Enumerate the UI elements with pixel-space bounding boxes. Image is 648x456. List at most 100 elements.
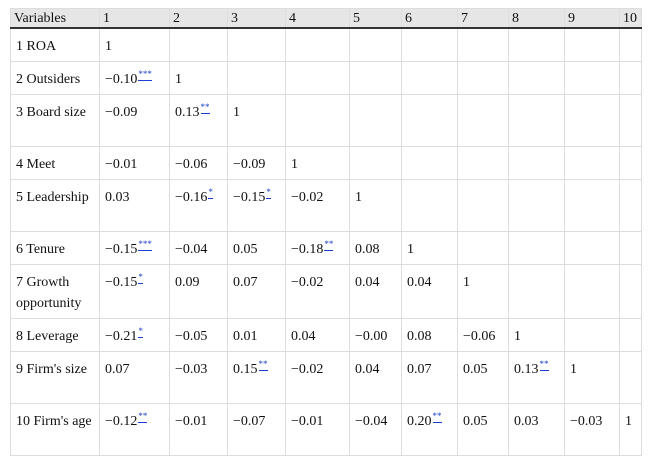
cell-value: −0.03 xyxy=(570,414,603,429)
header-col-4: 4 xyxy=(285,8,350,29)
correlation-table: Variables 1 2 3 4 5 6 7 8 9 10 1 ROA 1 2 Outsiders −0… xyxy=(10,8,642,456)
significance-footnote-link[interactable]: ** xyxy=(138,411,148,424)
table-cell: −0.18** xyxy=(285,231,350,265)
cell-value: 1 xyxy=(463,275,470,290)
table-row: 3 Board size −0.09 0.13** 1 xyxy=(10,94,642,147)
table-cell: −0.02 xyxy=(285,179,350,232)
table-cell: −0.04 xyxy=(169,231,228,265)
table-row: 7 Growth opportunity −0.15* 0.09 0.07 −0.02 0… xyxy=(10,264,642,319)
table-cell: −0.01 xyxy=(285,403,350,456)
table-cell xyxy=(401,179,458,232)
cell-value: −0.12 xyxy=(105,414,138,429)
cell-value: −0.09 xyxy=(233,157,266,172)
table-cell xyxy=(401,27,458,62)
table-row: 9 Firm's size 0.07 −0.03 0.15** −0.02 0.04 0.0… xyxy=(10,351,642,404)
cell-value: −0.01 xyxy=(105,157,138,172)
table-cell: 0.07 xyxy=(227,264,286,319)
cell-value: 1 xyxy=(291,157,298,172)
significance-footnote-link[interactable]: *** xyxy=(138,69,152,82)
table-cell: −0.09 xyxy=(227,146,286,180)
header-row: Variables 1 2 3 4 5 6 7 8 9 10 xyxy=(10,8,642,29)
table-cell: −0.01 xyxy=(169,403,228,456)
table-cell: 0.20** xyxy=(401,403,458,456)
table-cell xyxy=(285,27,350,62)
cell-value: −0.03 xyxy=(175,362,208,377)
significance-footnote-link[interactable]: ** xyxy=(258,359,268,372)
table-cell: 0.04 xyxy=(285,318,350,352)
significance-footnote-link[interactable]: *** xyxy=(138,239,152,252)
table-cell xyxy=(349,61,402,95)
significance-footnote-link[interactable]: ** xyxy=(324,239,334,252)
table-row: 8 Leverage −0.21* −0.05 0.01 0.04 −0.00 0.08 −0… xyxy=(10,318,642,352)
header-col-7: 7 xyxy=(457,8,509,29)
cell-value: −0.04 xyxy=(175,242,208,257)
table-cell: −0.21* xyxy=(99,318,170,352)
table-cell: −0.02 xyxy=(285,351,350,404)
table-cell: −0.15* xyxy=(227,179,286,232)
table-cell xyxy=(457,94,509,147)
table-cell: 1 xyxy=(99,27,170,62)
cell-value: −0.02 xyxy=(291,190,324,205)
table-cell: 0.03 xyxy=(99,179,170,232)
header-col-8: 8 xyxy=(508,8,565,29)
cell-value: 0.20 xyxy=(407,414,432,429)
significance-footnote-link[interactable]: ** xyxy=(432,411,442,424)
significance-footnote-link[interactable]: * xyxy=(208,187,213,200)
table-row: 6 Tenure −0.15*** −0.04 0.05 −0.18** 0.08 1 xyxy=(10,231,642,265)
table-cell: 1 xyxy=(401,231,458,265)
cell-value: 0.07 xyxy=(407,362,432,377)
cell-value: 0.05 xyxy=(463,414,488,429)
significance-footnote-link[interactable]: * xyxy=(138,326,143,339)
table-row: 2 Outsiders −0.10*** 1 xyxy=(10,61,642,95)
table-cell xyxy=(564,264,620,319)
cell-value: 0.05 xyxy=(233,242,258,257)
row-label: 3 Board size xyxy=(10,94,100,147)
table-cell: −0.06 xyxy=(169,146,228,180)
header-col-1: 1 xyxy=(99,8,170,29)
cell-value: −0.10 xyxy=(105,72,138,87)
cell-value: 0.04 xyxy=(355,275,380,290)
table-cell: 0.13** xyxy=(169,94,228,147)
significance-footnote-link[interactable]: ** xyxy=(200,102,210,115)
table-cell xyxy=(564,318,620,352)
table-cell: 0.09 xyxy=(169,264,228,319)
table-cell xyxy=(227,27,286,62)
table-cell: −0.12** xyxy=(99,403,170,456)
table-cell: −0.07 xyxy=(227,403,286,456)
cell-value: 0.13 xyxy=(514,362,539,377)
table-row: 5 Leadership 0.03 −0.16* −0.15* −0.02 1 xyxy=(10,179,642,232)
row-label: 10 Firm's age xyxy=(10,403,100,456)
table-cell xyxy=(564,94,620,147)
table-cell xyxy=(457,61,509,95)
table-cell xyxy=(169,27,228,62)
cell-value: 0.09 xyxy=(175,275,200,290)
table-cell: 0.05 xyxy=(227,231,286,265)
table-cell xyxy=(564,231,620,265)
table-cell: 1 xyxy=(227,94,286,147)
table-cell: 0.07 xyxy=(99,351,170,404)
table-cell: −0.02 xyxy=(285,264,350,319)
cell-value: −0.02 xyxy=(291,362,324,377)
table-cell xyxy=(227,61,286,95)
significance-footnote-link[interactable]: ** xyxy=(539,359,549,372)
table-cell: −0.06 xyxy=(457,318,509,352)
table-cell: 0.01 xyxy=(227,318,286,352)
significance-footnote-link[interactable]: * xyxy=(266,187,271,200)
table-cell xyxy=(564,61,620,95)
table-cell xyxy=(285,94,350,147)
table-cell xyxy=(564,146,620,180)
row-label: 5 Leadership xyxy=(10,179,100,232)
table-cell xyxy=(349,146,402,180)
significance-footnote-link[interactable]: * xyxy=(138,272,143,285)
table-cell xyxy=(508,27,565,62)
cell-value: −0.02 xyxy=(291,275,324,290)
table-cell xyxy=(508,146,565,180)
cell-value: −0.01 xyxy=(291,414,324,429)
cell-value: −0.00 xyxy=(355,329,388,344)
table-cell: 1 xyxy=(508,318,565,352)
cell-value: 0.05 xyxy=(463,362,488,377)
cell-value: 1 xyxy=(233,105,240,120)
table-cell: −0.05 xyxy=(169,318,228,352)
header-col-3: 3 xyxy=(227,8,286,29)
cell-value: −0.18 xyxy=(291,242,324,257)
